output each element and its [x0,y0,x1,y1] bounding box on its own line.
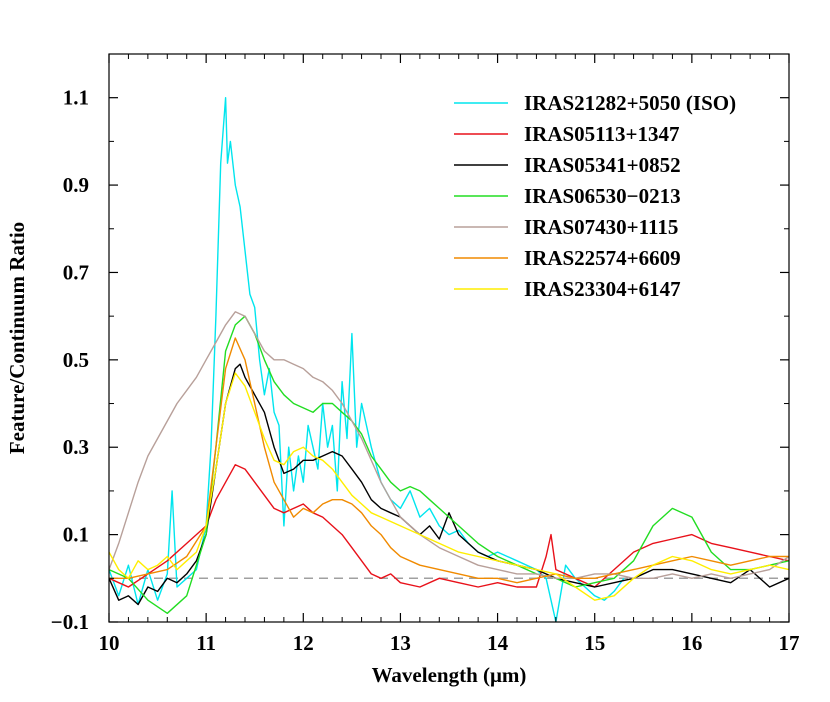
plot-frame [108,53,790,623]
x-tick-label: 16 [681,631,702,655]
y-tick-label: 0.5 [63,348,89,372]
series-line-1 [109,96,625,622]
y-tick-label: 0.7 [63,260,89,284]
series-line-2 [109,464,789,588]
x-tick-label: 10 [99,631,120,655]
y-tick-label: −0.1 [51,610,89,634]
legend-label-3: IRAS05341+0852 [524,153,681,177]
x-tick-label: 15 [584,631,605,655]
y-tick-label: 0.3 [63,435,89,459]
series-layer [109,96,789,622]
series-line-3 [109,363,789,606]
legend-label-4: IRAS06530−0213 [524,184,681,208]
x-tick-label: 12 [293,631,314,655]
y-tick-label: 0.9 [63,173,89,197]
legend-label-1: IRAS21282+5050 (ISO) [524,91,736,115]
legend-label-2: IRAS05113+1347 [524,122,680,146]
y-tick-label: 1.1 [63,86,89,110]
x-axis-title: Wavelength (μm) [372,663,527,687]
tick-layer [108,54,790,623]
legend-label-5: IRAS07430+1115 [524,215,678,239]
tick-label-layer: 10 11 12 13 14 15 16 17 −0.1 0.1 0.3 0.5 0.7 0.9 1.1 [51,86,800,655]
legend-label-7: IRAS23304+6147 [524,277,681,301]
y-tick-label: 0.1 [63,523,89,547]
x-tick-label: 14 [487,631,509,655]
x-tick-label: 11 [196,631,216,655]
series-line-4 [109,315,789,614]
series-line-7 [109,372,789,601]
series-line-5 [109,311,789,579]
x-tick-label: 13 [390,631,411,655]
x-tick-label: 17 [779,631,800,655]
y-axis-title: Feature/Continuum Ratio [5,222,29,454]
legend: IRAS21282+5050 (ISO) IRAS05113+1347 IRAS05… [454,91,736,301]
series-line-6 [109,337,789,584]
legend-label-6: IRAS22574+6609 [524,246,681,270]
